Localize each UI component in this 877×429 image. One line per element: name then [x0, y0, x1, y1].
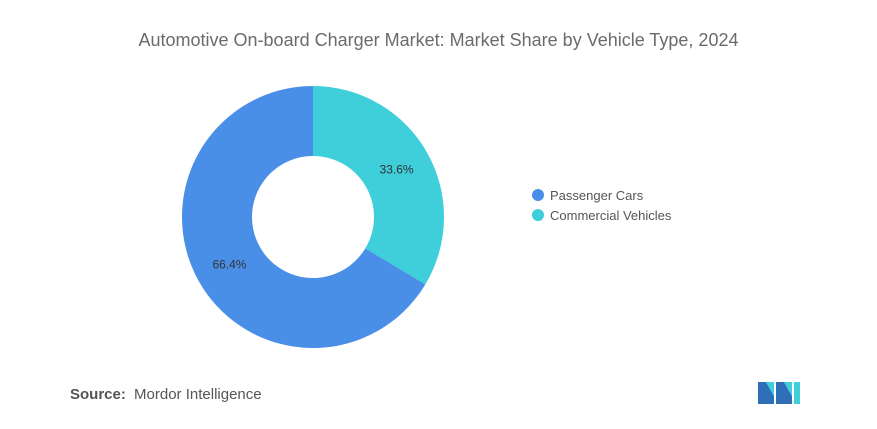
legend-swatch-commercial-vehicles [532, 209, 544, 221]
chart-title: Automotive On-board Charger Market: Mark… [138, 30, 739, 50]
brand-logo-icon [758, 382, 800, 404]
legend-item-passenger-cars: Passenger Cars [532, 185, 671, 205]
legend-swatch-passenger-cars [532, 189, 544, 201]
source-note: Source: Mordor Intelligence [70, 386, 262, 403]
chart-legend: Passenger Cars Commercial Vehicles [532, 185, 671, 225]
slice-passenger-cars [182, 86, 426, 348]
data-label-passenger-cars: 66.4% [212, 257, 246, 271]
source-value: Mordor Intelligence [134, 386, 262, 403]
legend-item-commercial-vehicles: Commercial Vehicles [532, 205, 671, 225]
source-label: Source: [70, 386, 126, 403]
legend-label-commercial-vehicles: Commercial Vehicles [550, 207, 672, 223]
legend-label-passenger-cars: Passenger Cars [550, 187, 644, 203]
slice-commercial-vehicles [313, 86, 445, 285]
data-label-commercial-vehicles: 33.6% [380, 163, 414, 177]
donut-chart: 33.6% 66.4% [182, 86, 445, 348]
